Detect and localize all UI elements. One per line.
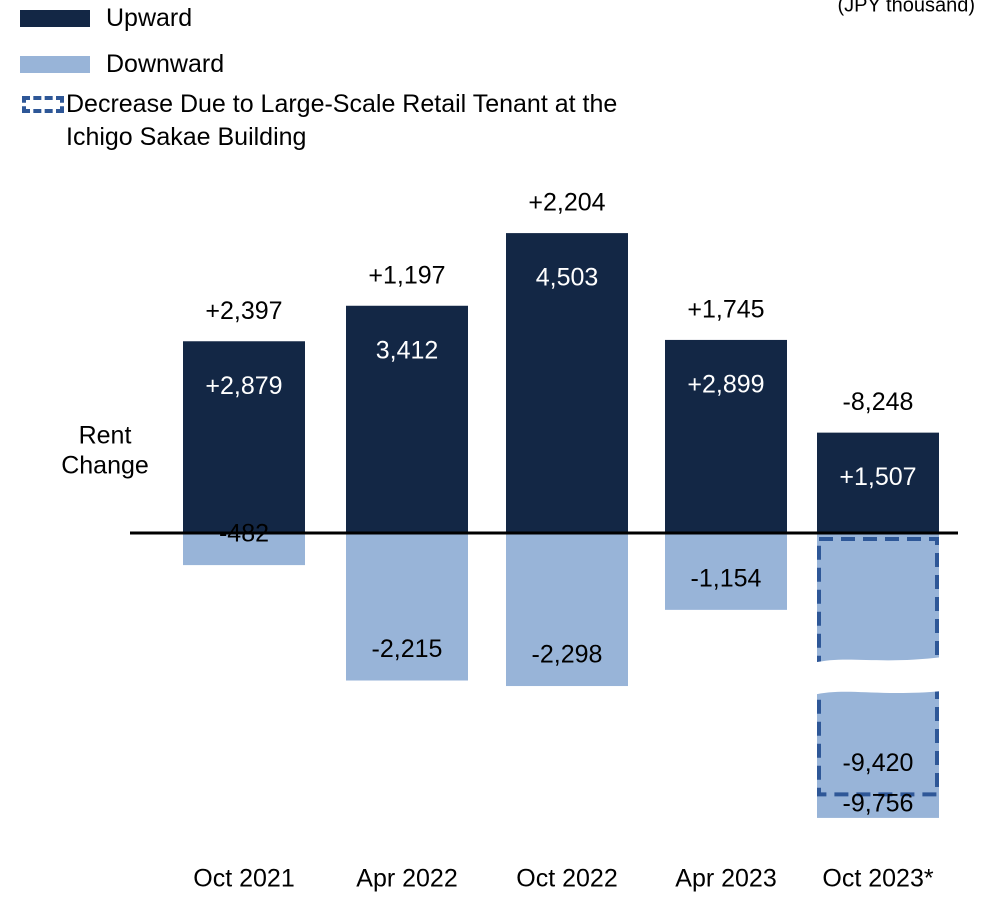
legend-swatch — [20, 10, 90, 27]
legend-item: Downward — [20, 48, 726, 81]
legend-label: Downward — [106, 50, 225, 78]
x-tick-label: Oct 2021 — [193, 865, 294, 893]
y-axis-label: Rent — [79, 422, 132, 450]
bar — [346, 305, 468, 533]
bar-label: +2,899 — [687, 371, 764, 399]
bar — [665, 533, 787, 610]
bar — [506, 233, 628, 533]
y-axis-label: Change — [61, 452, 149, 480]
bar-label: -9,420 — [843, 749, 914, 777]
bar-label: -1,154 — [691, 564, 762, 592]
x-tick-label: Apr 2022 — [356, 865, 457, 893]
legend-label: Decrease Due to Large-Scale Retail Tenan… — [66, 90, 618, 151]
net-label: -8,248 — [843, 388, 914, 416]
net-label: +2,204 — [528, 189, 605, 217]
legend-swatch — [20, 56, 90, 73]
bar — [665, 339, 787, 533]
axis-break — [813, 657, 943, 695]
x-tick-label: Oct 2023* — [822, 865, 933, 893]
bar-label: +2,879 — [205, 372, 282, 400]
legend-swatch — [22, 96, 64, 113]
x-tick-label: Apr 2023 — [675, 865, 776, 893]
legend-item: Upward — [20, 2, 726, 35]
net-label: +1,197 — [368, 261, 445, 289]
bar-label: -2,298 — [532, 641, 603, 669]
bar — [183, 341, 305, 533]
net-label: +2,397 — [205, 297, 282, 325]
legend-label: Upward — [106, 4, 193, 32]
bar — [506, 533, 628, 687]
bar-label: +1,507 — [839, 463, 916, 491]
bar-label: -9,756 — [843, 790, 914, 818]
bar — [183, 533, 305, 566]
bar — [817, 432, 939, 533]
x-tick-label: Oct 2022 — [516, 865, 617, 893]
bar-label: 3,412 — [376, 336, 439, 364]
bar-label: 4,503 — [536, 264, 599, 292]
bar — [346, 533, 468, 681]
unit-label: (JPY thousand) — [838, 0, 976, 16]
legend-item: Decrease Due to Large-Scale Retail Tenan… — [20, 88, 656, 154]
bar-label: -2,215 — [372, 635, 443, 663]
net-label: +1,745 — [687, 296, 764, 324]
